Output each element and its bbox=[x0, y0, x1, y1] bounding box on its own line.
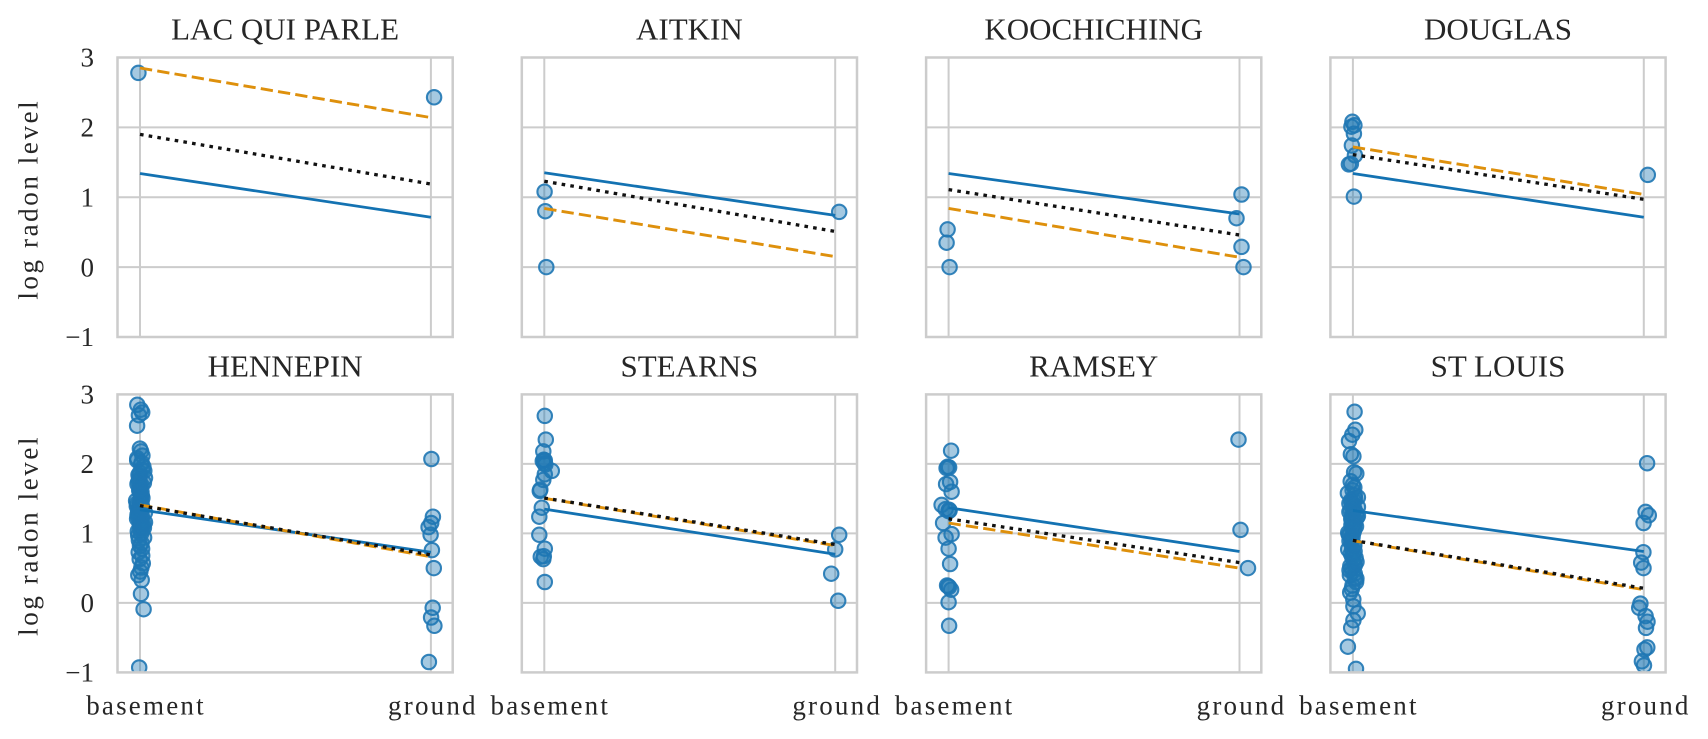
svg-text:2: 2 bbox=[81, 113, 95, 143]
svg-text:basement: basement bbox=[491, 691, 611, 721]
svg-text:ST LOUIS: ST LOUIS bbox=[1431, 348, 1566, 383]
svg-text:ground: ground bbox=[1197, 691, 1287, 721]
svg-text:3: 3 bbox=[81, 380, 95, 410]
svg-text:ground: ground bbox=[792, 691, 882, 721]
svg-text:1: 1 bbox=[81, 519, 95, 549]
svg-text:3: 3 bbox=[81, 43, 95, 73]
svg-text:HENNEPIN: HENNEPIN bbox=[208, 348, 363, 383]
svg-text:basement: basement bbox=[86, 691, 206, 721]
svg-text:LAC QUI PARLE: LAC QUI PARLE bbox=[171, 12, 399, 47]
svg-text:basement: basement bbox=[1299, 691, 1419, 721]
svg-text:AITKIN: AITKIN bbox=[636, 12, 743, 47]
svg-text:ground: ground bbox=[388, 691, 478, 721]
svg-text:DOUGLAS: DOUGLAS bbox=[1424, 12, 1572, 47]
svg-text:STEARNS: STEARNS bbox=[620, 348, 758, 383]
svg-text:ground: ground bbox=[1601, 691, 1691, 721]
svg-text:0: 0 bbox=[81, 588, 95, 618]
svg-text:0: 0 bbox=[81, 252, 95, 282]
svg-text:−1: −1 bbox=[65, 658, 94, 688]
svg-text:−1: −1 bbox=[65, 322, 94, 352]
svg-text:basement: basement bbox=[895, 691, 1015, 721]
svg-text:2: 2 bbox=[81, 449, 95, 479]
svg-text:log radon level: log radon level bbox=[14, 435, 44, 636]
svg-text:KOOCHICHING: KOOCHICHING bbox=[984, 12, 1203, 47]
svg-text:RAMSEY: RAMSEY bbox=[1029, 348, 1158, 383]
svg-text:log radon level: log radon level bbox=[14, 99, 44, 300]
svg-text:1: 1 bbox=[81, 182, 95, 212]
